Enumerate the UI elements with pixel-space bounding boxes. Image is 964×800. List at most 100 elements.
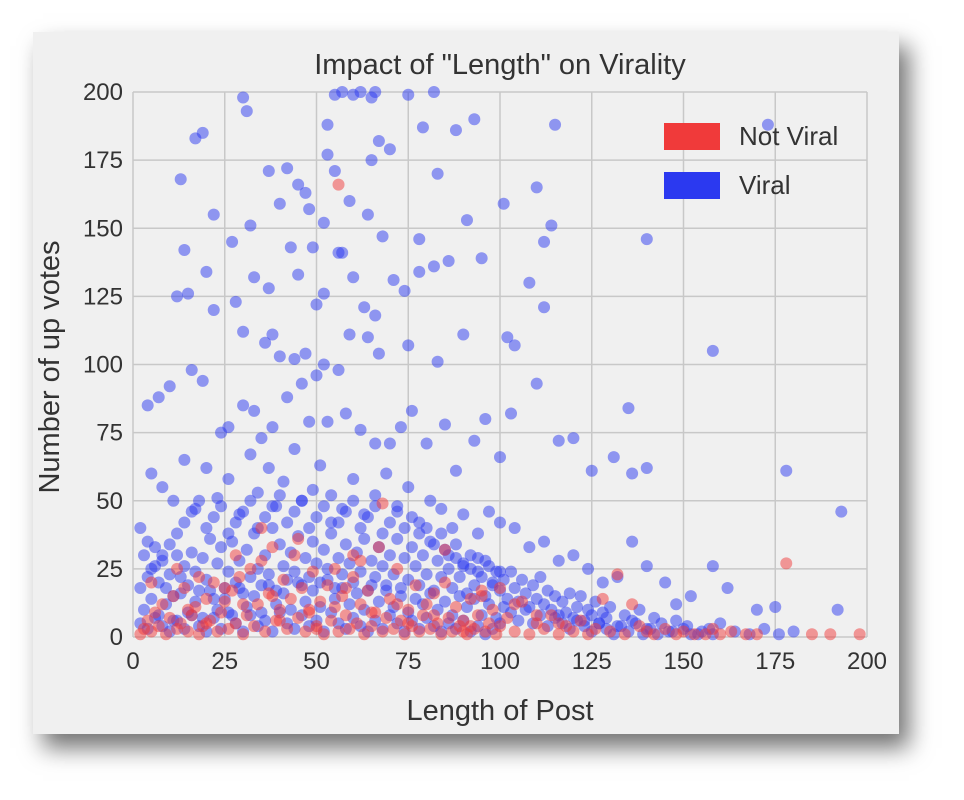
point-not-viral [508,625,521,638]
point-not-viral [824,628,837,641]
point-viral [255,432,268,445]
point-viral [303,203,316,216]
point-viral [229,516,242,529]
point-viral [383,549,396,562]
point-viral [303,522,316,534]
point-viral [530,377,543,390]
point-viral [281,516,294,529]
point-viral [640,233,653,246]
point-viral [185,363,198,376]
point-not-viral [530,609,543,622]
point-viral [222,527,235,540]
point-viral [207,304,220,316]
point-not-viral [211,625,224,638]
point-viral [556,595,569,608]
point-not-viral [233,571,246,584]
point-viral [530,181,543,194]
y-tick-label: 50 [96,488,123,515]
point-not-viral [805,628,818,641]
y-tick-labels: 0 25 50 75 100 125 150 175 200 [83,79,123,651]
point-viral [380,467,393,480]
point-viral [394,421,407,434]
point-not-viral [167,590,180,603]
point-viral [416,121,429,134]
point-not-viral [325,614,338,627]
point-viral [152,391,165,404]
point-viral [295,377,308,390]
point-not-viral [321,579,334,592]
point-viral [449,464,462,477]
point-viral [494,516,506,529]
point-viral [769,601,782,614]
point-viral [505,565,518,578]
point-not-viral [273,614,286,627]
point-viral [468,113,481,126]
point-viral [354,522,367,534]
point-viral [538,235,551,248]
point-not-viral [306,565,319,578]
point-viral [292,268,305,281]
point-viral [383,437,396,450]
point-not-viral [163,611,176,624]
point-not-viral [409,579,422,592]
point-not-viral [182,603,195,616]
point-viral [339,505,352,518]
point-viral [549,118,562,131]
point-viral [149,541,162,554]
point-viral [273,197,286,210]
point-viral [284,603,297,616]
point-not-viral [438,543,451,556]
point-viral [750,603,763,616]
point-viral [145,467,158,480]
x-tick-labels: 0 25 50 75 100 125 150 175 200 [126,648,887,675]
point-viral [156,549,169,562]
point-viral [372,347,385,360]
point-viral [442,254,455,267]
point-viral [171,549,184,562]
point-viral [226,235,239,248]
point-viral [585,609,598,622]
point-viral [237,399,250,412]
point-viral [538,535,551,548]
point-viral [494,565,506,578]
point-viral [332,516,345,529]
point-not-viral [361,584,374,597]
point-viral [200,522,213,534]
point-viral [266,522,279,534]
point-viral [266,500,279,513]
point-not-viral [178,581,191,594]
point-viral [310,511,323,524]
point-viral [306,584,319,597]
point-viral [527,579,540,592]
point-viral [567,432,580,445]
point-viral [303,415,316,428]
point-viral [185,505,198,518]
point-viral [310,369,323,382]
point-viral [431,355,444,368]
point-viral [585,464,598,477]
point-not-viral [255,522,268,534]
point-viral [505,407,518,420]
point-viral [259,614,272,627]
point-viral [479,554,492,567]
point-viral [145,592,158,605]
point-viral [538,301,551,314]
point-viral [497,197,510,210]
point-not-viral [475,590,488,603]
point-viral [317,216,330,229]
point-viral [391,505,404,518]
point-viral [138,549,151,562]
point-viral [438,595,451,608]
point-viral [288,442,301,455]
point-not-viral [494,581,506,594]
point-not-viral [339,609,352,622]
point-viral [321,148,334,161]
point-viral [457,560,470,573]
point-not-viral [398,628,411,641]
point-not-viral [464,620,477,633]
point-viral [281,162,294,175]
point-not-viral [284,592,297,605]
point-viral [761,118,774,131]
point-viral [831,603,844,616]
point-not-viral [339,581,352,594]
